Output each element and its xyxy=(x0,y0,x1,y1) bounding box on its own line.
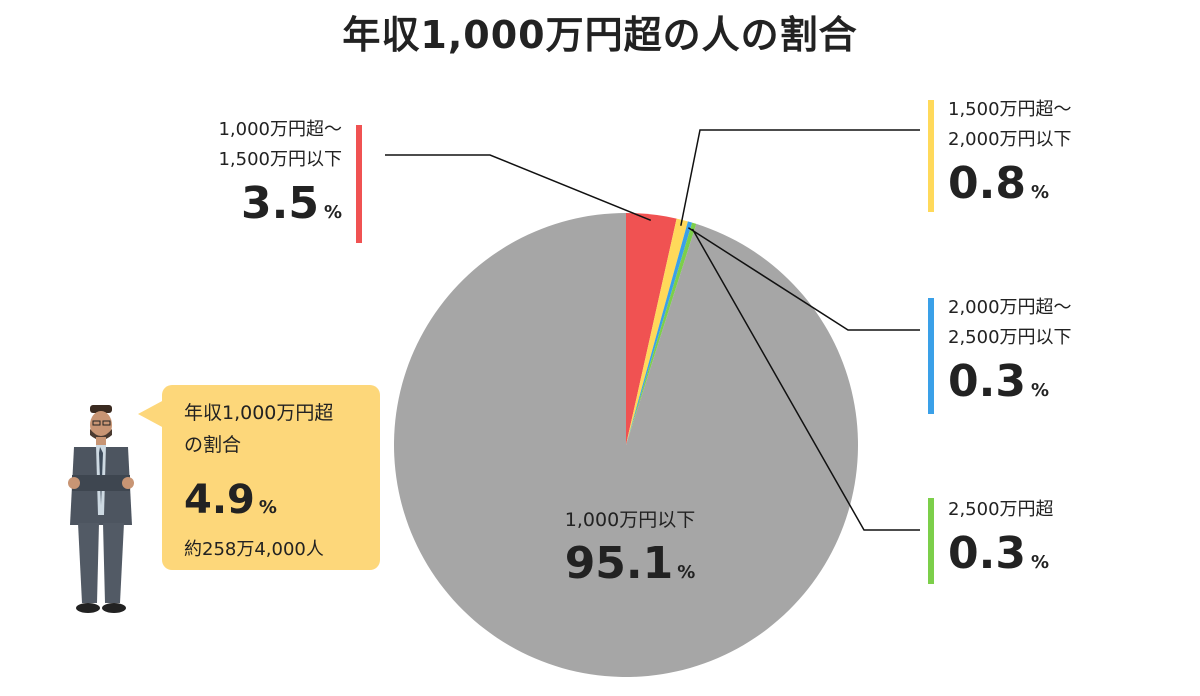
slice-category: 1,000万円超〜 1,500万円以下 xyxy=(218,119,342,170)
leader-line-slice-15m-20m xyxy=(680,129,920,226)
callout-tail xyxy=(138,400,164,428)
slice-label-20m-25m: 2,000万円超〜 2,500万円以下 0.3% xyxy=(948,293,1168,416)
slice-percent: 0.3% xyxy=(948,356,1049,407)
callout-percent: 4.9% xyxy=(184,477,277,523)
slice-label-15m-20m: 1,500万円超〜 2,000万円以下 0.8% xyxy=(948,95,1168,218)
slice-label-over-25m: 2,500万円超 0.3% xyxy=(948,495,1168,588)
leader-line-slice-over-25m xyxy=(691,228,920,531)
slice-label-10m-15m: 1,000万円超〜 1,500万円以下 3.5% xyxy=(182,115,342,238)
legend-bar-blue xyxy=(928,298,934,414)
chart-title: 年収1,000万円超の人の割合 xyxy=(342,13,858,57)
businessman-illustration xyxy=(68,405,134,613)
callout-people: 約258万4,000人 xyxy=(184,539,324,560)
slice-percent: 0.3% xyxy=(948,528,1049,579)
slice-category: 1,500万円超〜 2,000万円以下 xyxy=(948,99,1072,150)
slice-percent: 95.1% xyxy=(564,538,696,589)
slice-category: 2,500万円超 xyxy=(948,499,1054,520)
slice-10m-15m xyxy=(626,213,677,445)
slice-category: 1,000万円以下 xyxy=(564,509,696,531)
legend-bar-green xyxy=(928,498,934,584)
slice-label-under-10m: 1,000万円以下 95.1% xyxy=(510,505,750,589)
slice-category: 2,000万円超〜 2,500万円以下 xyxy=(948,297,1072,348)
summary-callout: 年収1,000万円超 の割合 4.9% 約258万4,000人 xyxy=(162,385,380,570)
slice-percent: 3.5% xyxy=(241,178,342,229)
slice-20m-25m xyxy=(626,221,693,445)
slice-under-10m xyxy=(393,213,858,677)
legend-bar-yellow xyxy=(928,100,934,212)
callout-title: 年収1,000万円超 の割合 xyxy=(184,402,334,456)
leader-line-slice-20m-25m xyxy=(687,227,920,331)
leader-line-slice-10m-15m xyxy=(385,154,652,222)
slice-percent: 0.8% xyxy=(948,158,1049,209)
slice-over-25m xyxy=(626,222,697,445)
legend-bar-red xyxy=(356,125,362,243)
slice-15m-20m xyxy=(626,218,688,445)
